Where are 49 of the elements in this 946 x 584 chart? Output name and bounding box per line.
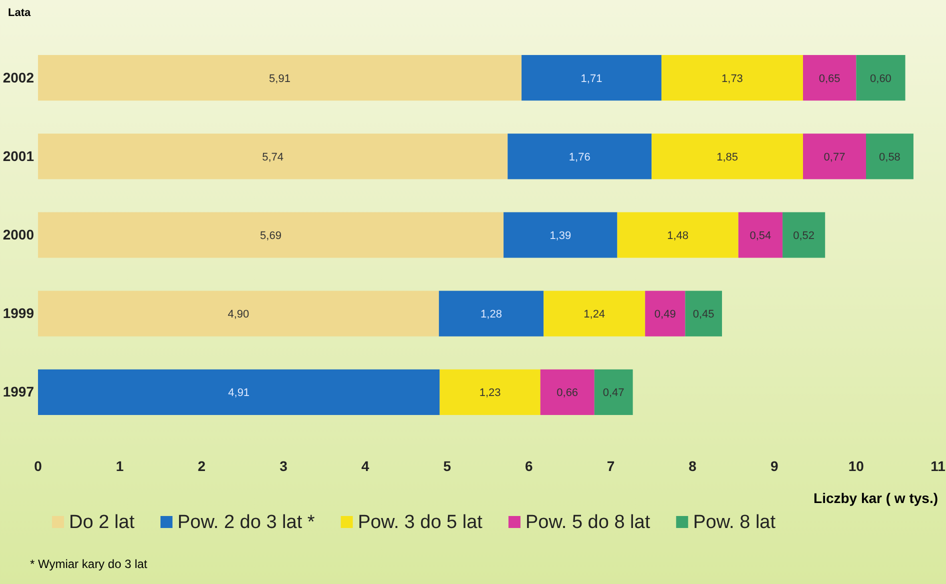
legend-label: Pow. 3 do 5 lat (358, 512, 484, 533)
data-label: 0,45 (692, 308, 714, 321)
x-tick-label: 9 (770, 458, 778, 474)
x-tick-label: 4 (361, 458, 370, 474)
data-label: 5,69 (260, 230, 282, 242)
data-label: 0,49 (654, 308, 676, 321)
data-label: 1,76 (568, 151, 590, 164)
text: * Wymiar kary do 3 lat (30, 557, 148, 571)
x-tick-label: 7 (606, 458, 615, 474)
data-label: 1,28 (480, 308, 502, 321)
data-label: 0,54 (750, 230, 772, 242)
data-label: 1,71 (580, 72, 602, 85)
x-tick-label: 10 (848, 458, 864, 474)
y-axis-title: Lata (8, 7, 32, 19)
x-tick-label: 1 (116, 458, 124, 474)
x-tick-label: 0 (34, 458, 42, 474)
data-label: 0,58 (879, 151, 900, 164)
y-tick-label: 2000 (2, 226, 34, 242)
data-label: 1,85 (716, 151, 738, 164)
data-label: 1,23 (479, 387, 501, 400)
x-tick-label: 2 (198, 458, 206, 474)
data-label: 5,91 (269, 72, 290, 85)
data-label: 0,47 (602, 387, 624, 400)
x-tick-label: 11 (930, 458, 946, 474)
x-tick-label: 3 (280, 458, 288, 474)
legend-label: Do 2 lat (69, 512, 136, 533)
y-tick-label: 1999 (2, 305, 34, 322)
data-label: 0,77 (824, 151, 846, 164)
data-label: 5,74 (262, 151, 284, 164)
data-label: 1,48 (667, 230, 689, 242)
y-tick-label: 2001 (2, 148, 34, 164)
data-label: 1,39 (550, 230, 572, 242)
legend-label: Pow. 5 do 8 lat (525, 512, 651, 533)
x-axis-title: Liczby kar ( w tys.) (814, 490, 938, 506)
data-label: 0,60 (870, 72, 892, 85)
legend-label: Pow. 8 lat (693, 512, 776, 533)
x-tick-label: 8 (688, 458, 697, 474)
data-label: 0,52 (793, 230, 815, 242)
legend-label: Pow. 2 do 3 lat * (177, 512, 316, 533)
x-tick-label: 5 (443, 458, 452, 474)
y-tick-label: 2002 (2, 69, 34, 86)
data-label: 1,73 (722, 72, 743, 85)
data-label: 0,66 (556, 387, 578, 400)
data-label: 4,91 (228, 387, 250, 400)
x-tick-label: 6 (525, 458, 534, 474)
data-label: 4,90 (228, 308, 250, 321)
data-label: 0,65 (818, 72, 840, 85)
data-label: 1,24 (584, 308, 606, 321)
y-tick-label: 1997 (2, 384, 34, 400)
